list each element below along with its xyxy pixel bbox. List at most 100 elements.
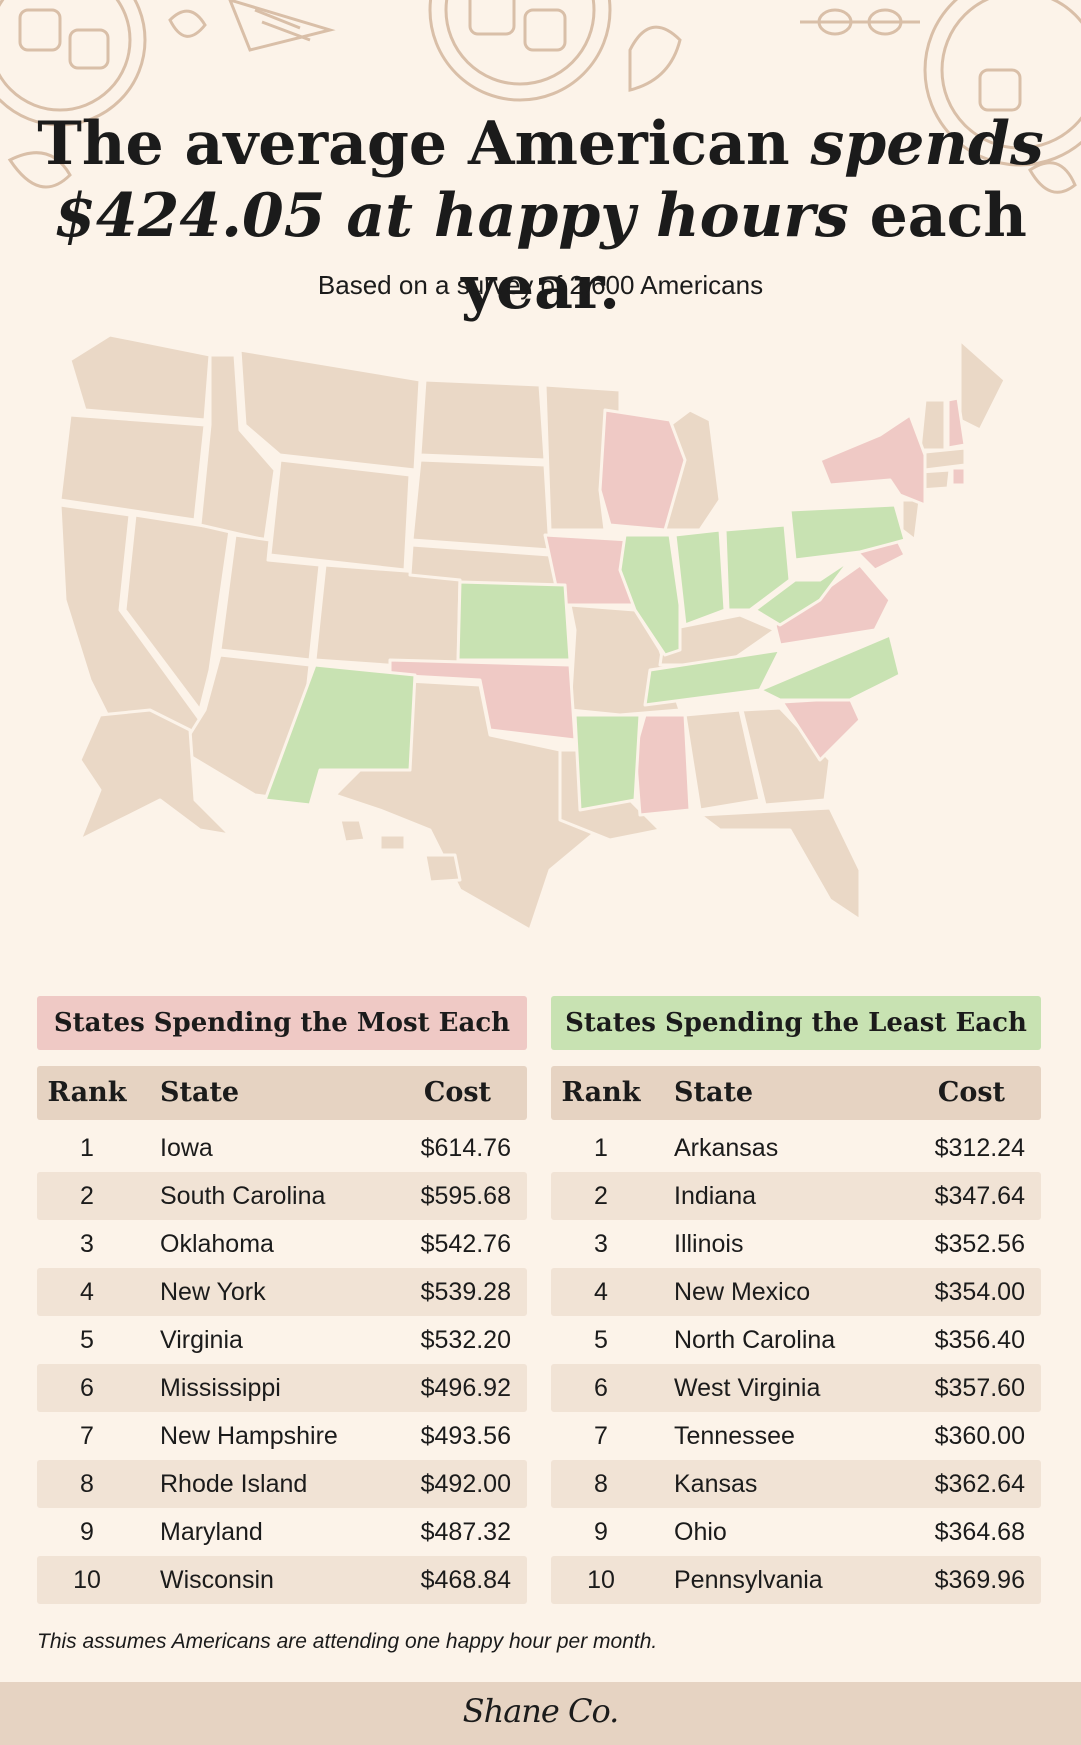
headline-line1-italic: spends — [810, 109, 1044, 179]
rank-cell: 1 — [80, 1134, 94, 1162]
cost-cell: $493.56 — [420, 1422, 511, 1450]
state-washington — [68, 333, 212, 422]
state-kentucky — [658, 613, 777, 667]
headline-line-1: The average American spends — [0, 108, 1081, 180]
state-pennsylvania — [788, 503, 907, 562]
footer-bar: Shane Co. — [0, 1682, 1081, 1745]
rank-cell: 4 — [594, 1278, 608, 1306]
state-cell: Oklahoma — [160, 1230, 274, 1258]
most-table-header: Rank State Cost — [37, 1066, 527, 1120]
state-arkansas — [573, 713, 642, 812]
rank-cell: 8 — [80, 1470, 94, 1498]
rank-cell: 3 — [80, 1230, 94, 1258]
state-cell: Illinois — [674, 1230, 744, 1258]
cost-cell: $496.92 — [420, 1374, 511, 1402]
rank-cell: 2 — [80, 1182, 94, 1210]
headline-line-2: $424.05 at happy hours each year. — [0, 180, 1081, 324]
state-ohio — [723, 523, 792, 612]
state-new-mexico — [263, 663, 417, 807]
rank-cell: 5 — [594, 1326, 608, 1354]
state-idaho — [198, 353, 277, 542]
state-cell: New Hampshire — [160, 1422, 338, 1450]
state-cell: New York — [160, 1278, 266, 1306]
cost-cell: $595.68 — [420, 1182, 511, 1210]
state-oregon — [60, 413, 207, 522]
cost-cell: $312.24 — [934, 1134, 1025, 1162]
rank-cell: 2 — [594, 1182, 608, 1210]
most-table-title: States Spending the Most Each Year — [37, 996, 527, 1092]
state-cell: Indiana — [674, 1182, 757, 1210]
table-row: 8 Rhode Island $492.00 — [37, 1460, 527, 1508]
least-table-rows: 1 Arkansas $312.24 2 Indiana $347.64 3 Illino… — [551, 1124, 1041, 1604]
cost-cell: $356.40 — [934, 1326, 1025, 1354]
rank-cell: 5 — [80, 1326, 94, 1354]
table-row: 3 Oklahoma $542.76 — [37, 1220, 527, 1268]
state-cell: Wisconsin — [160, 1566, 274, 1594]
cost-cell: $362.64 — [934, 1470, 1025, 1498]
cost-cell: $542.76 — [420, 1230, 511, 1258]
table-row: 9 Ohio $364.68 — [551, 1508, 1041, 1556]
state-vermont — [918, 398, 947, 452]
rank-cell: 3 — [594, 1230, 608, 1258]
state-cell: Ohio — [674, 1518, 727, 1546]
state-montana — [238, 348, 422, 472]
least-table-header: Rank State Cost — [551, 1066, 1041, 1120]
state-colorado — [313, 563, 462, 672]
table-row: 3 Illinois $352.56 — [551, 1220, 1041, 1268]
state-utah — [218, 533, 322, 662]
header-cost: Cost — [937, 1077, 1005, 1108]
state-rhode-island — [950, 466, 967, 487]
state-south-dakota — [410, 458, 552, 552]
rank-cell: 6 — [594, 1374, 608, 1402]
table-row: 5 Virginia $532.20 — [37, 1316, 527, 1364]
state-maine — [958, 338, 1007, 432]
table-row: 4 New Mexico $354.00 — [551, 1268, 1041, 1316]
cost-cell: $492.00 — [420, 1470, 511, 1498]
state-alabama — [683, 708, 762, 812]
cost-cell: $532.20 — [420, 1326, 511, 1354]
cost-cell: $360.00 — [934, 1422, 1025, 1450]
state-illinois — [618, 533, 682, 657]
table-row: 9 Maryland $487.32 — [37, 1508, 527, 1556]
rank-cell: 7 — [594, 1422, 608, 1450]
state-kansas — [456, 580, 572, 662]
table-row: 7 Tennessee $360.00 — [551, 1412, 1041, 1460]
rank-cell: 7 — [80, 1422, 94, 1450]
rank-cell: 8 — [594, 1470, 608, 1498]
rank-cell: 6 — [80, 1374, 94, 1402]
state-cell: Pennsylvania — [674, 1566, 823, 1594]
state-cell: South Carolina — [160, 1182, 326, 1210]
state-new-hampshire — [946, 396, 967, 450]
state-cell: New Mexico — [674, 1278, 811, 1306]
cost-cell: $347.64 — [934, 1182, 1025, 1210]
rank-cell: 9 — [594, 1518, 608, 1546]
state-cell: Tennessee — [674, 1422, 795, 1450]
cost-cell: $614.76 — [420, 1134, 511, 1162]
cost-cell: $354.00 — [934, 1278, 1025, 1306]
table-row: 6 West Virginia $357.60 — [551, 1364, 1041, 1412]
state-hawaii — [338, 818, 462, 884]
state-cell: Kansas — [674, 1470, 758, 1498]
table-row: 2 Indiana $347.64 — [551, 1172, 1041, 1220]
headline: The average American spends $424.05 at h… — [0, 108, 1081, 324]
subtitle: Based on a survey of 2,600 Americans — [317, 270, 764, 300]
table-row: 7 New Hampshire $493.56 — [37, 1412, 527, 1460]
brand-logo: Shane Co. — [462, 1692, 620, 1730]
header-rank: Rank — [47, 1077, 127, 1108]
footnote: This assumes Americans are attending one… — [37, 1630, 658, 1653]
header-state: State — [160, 1077, 240, 1108]
cost-cell: $364.68 — [934, 1518, 1025, 1546]
state-indiana — [673, 528, 727, 627]
least-table-title: States Spending the Least Each Year — [551, 996, 1041, 1092]
table-row: 1 Iowa $614.76 — [37, 1124, 527, 1172]
state-north-carolina — [758, 633, 902, 702]
table-row: 5 North Carolina $356.40 — [551, 1316, 1041, 1364]
state-new-york — [818, 413, 927, 507]
state-cell: Virginia — [160, 1326, 243, 1354]
rank-cell: 10 — [73, 1566, 101, 1594]
rank-cell: 4 — [80, 1278, 94, 1306]
table-row: 8 Kansas $362.64 — [551, 1460, 1041, 1508]
most-spending-table: States Spending the Most Each Year Rank … — [37, 996, 527, 1604]
state-north-dakota — [418, 378, 547, 462]
state-cell: North Carolina — [674, 1326, 836, 1354]
